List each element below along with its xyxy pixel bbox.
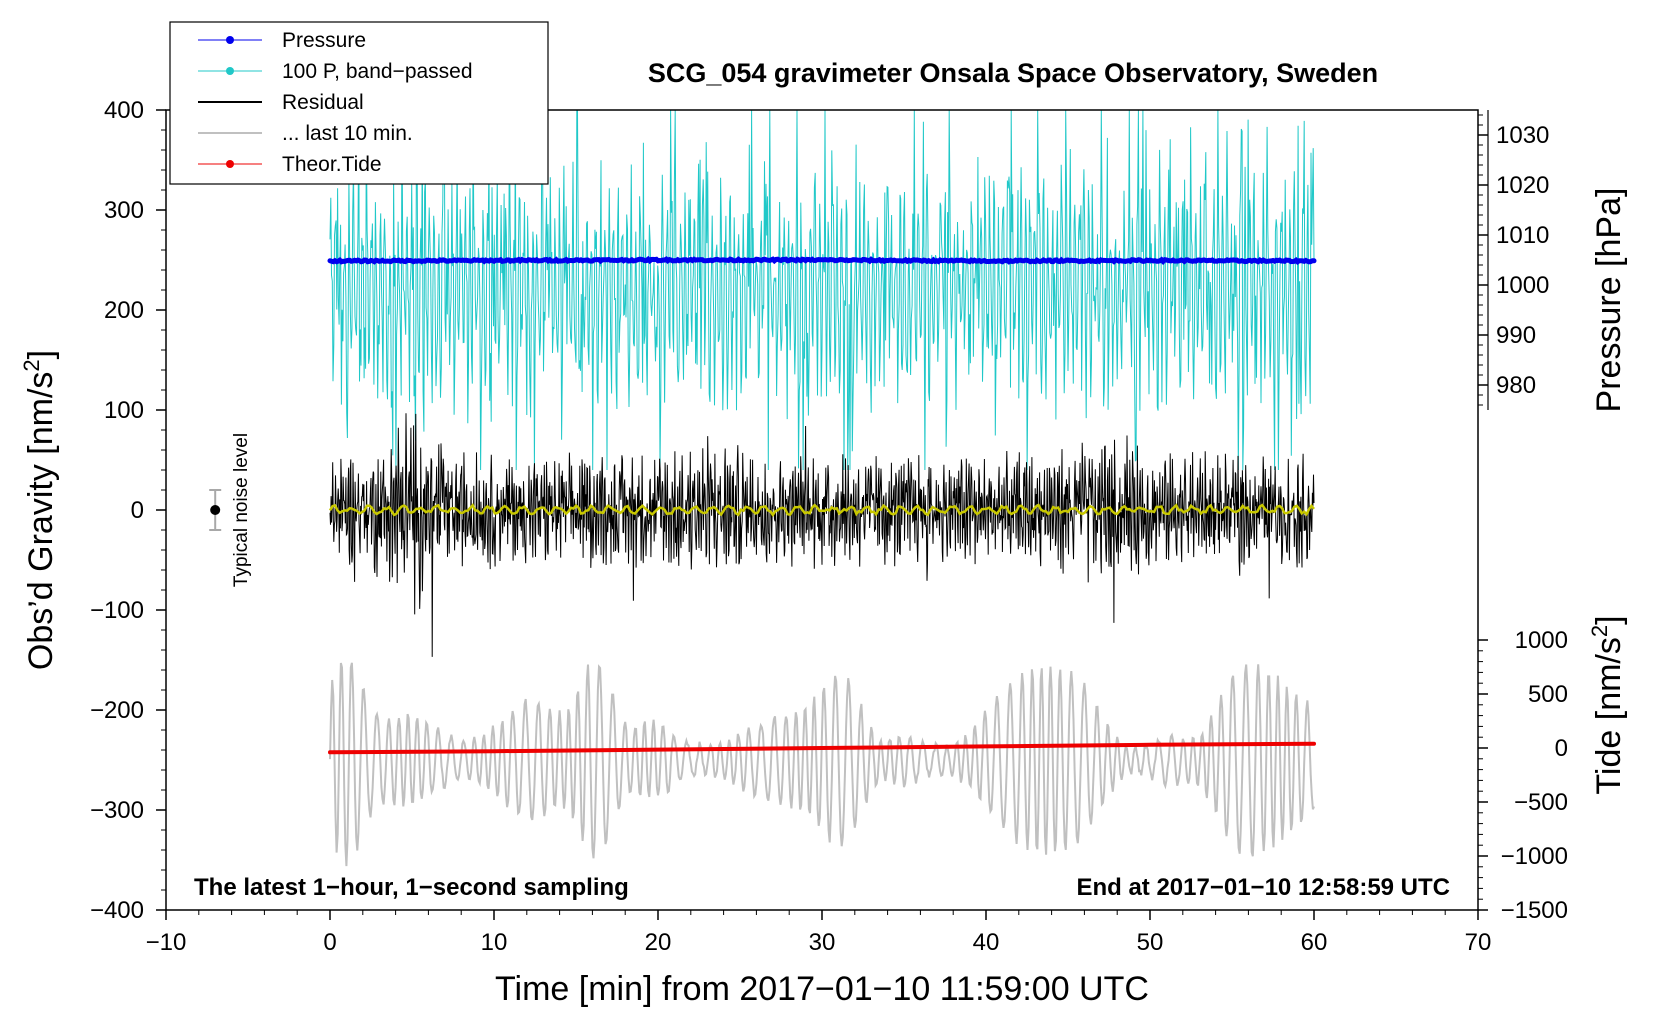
x-axis-title: Time [min] from 2017−01−10 11:59:00 UTC xyxy=(495,970,1149,1008)
tide-tick-label: −1500 xyxy=(1501,897,1568,924)
x-tick-label: 40 xyxy=(973,929,1000,956)
legend-label: Pressure xyxy=(282,29,366,52)
y-left-tick-label: −300 xyxy=(90,797,144,824)
x-tick-label: 20 xyxy=(645,929,672,956)
y-left-tick-label: −200 xyxy=(90,697,144,724)
y-tide-title-sup: 2 xyxy=(1587,625,1612,637)
y-left-title-main: Obs’d Gravity [nm/s xyxy=(22,372,60,671)
y-left-title-end: ] xyxy=(22,350,60,359)
legend-label: 100 P, band−passed xyxy=(282,60,473,83)
x-tick-label: 60 xyxy=(1301,929,1328,956)
pressure-tick-label: 990 xyxy=(1496,322,1536,349)
x-tick-label: 30 xyxy=(809,929,836,956)
annotation-sampling: The latest 1−hour, 1−second sampling xyxy=(194,874,629,901)
noise-center-dot xyxy=(210,505,221,515)
series-residual-line xyxy=(329,413,1315,657)
y-axis-title-left: Obs’d Gravity [nm/s2] xyxy=(19,350,60,670)
y-axis-title-pressure: Pressure [hPa] xyxy=(1590,188,1628,413)
x-tick-label: 50 xyxy=(1137,929,1164,956)
y-left-tick-label: 300 xyxy=(104,197,144,224)
tide-tick-label: 500 xyxy=(1528,681,1568,708)
series-layer xyxy=(327,109,1317,867)
legend-swatch-marker xyxy=(226,67,234,75)
annotation-end-time: End at 2017−01−10 12:58:59 UTC xyxy=(1076,874,1450,901)
tide-tick-label: 1000 xyxy=(1515,627,1568,654)
pressure-tick-label: 1020 xyxy=(1496,172,1549,199)
ticks-layer: −10 0 10 20 30 40 50 60 704003002001000−100−200−… xyxy=(90,97,1568,956)
x-tick-label: −10 xyxy=(146,929,187,956)
series-theoretical-tide-line xyxy=(328,741,1316,755)
legend-swatch-marker xyxy=(226,160,234,168)
y-tide-title-end: ] xyxy=(1590,615,1628,624)
pressure-tick-label: 1010 xyxy=(1496,222,1549,249)
x-tick-label: 10 xyxy=(481,929,508,956)
noise-label: Typical noise level xyxy=(231,433,252,587)
tide-tick-label: −1000 xyxy=(1501,843,1568,870)
pressure-tick-label: 1000 xyxy=(1496,272,1549,299)
tide-tick-label: 0 xyxy=(1555,735,1568,762)
legend-swatch-marker xyxy=(226,36,234,44)
series-pressure-line xyxy=(327,255,1317,266)
y-left-title-sup: 2 xyxy=(19,359,44,371)
pressure-tick-label: 1030 xyxy=(1496,122,1549,149)
pressure-tick-label: 980 xyxy=(1496,372,1536,399)
chart-title: SCG_054 gravimeter Onsala Space Observat… xyxy=(648,58,1378,88)
y-left-tick-label: 400 xyxy=(104,97,144,124)
legend-label: Residual xyxy=(282,91,364,114)
legend-label: Theor.Tide xyxy=(282,153,382,176)
y-left-tick-label: −100 xyxy=(90,597,144,624)
y-axis-title-tide: Tide [nm/s2] xyxy=(1587,615,1628,794)
series-bandpassed-pressure-line xyxy=(329,109,1315,471)
y-left-tick-label: 0 xyxy=(131,497,144,524)
series-last-10-min-line xyxy=(329,662,1315,867)
series-residual-smoothed-line xyxy=(328,502,1315,518)
y-left-tick-label: 200 xyxy=(104,297,144,324)
legend: Pressure 100 P, band−passed Residual ... la… xyxy=(169,21,549,185)
x-tick-label: 70 xyxy=(1465,929,1492,956)
legend-label: ... last 10 min. xyxy=(282,122,413,145)
tide-tick-label: −500 xyxy=(1514,789,1568,816)
y-left-tick-label: 100 xyxy=(104,397,144,424)
y-left-tick-label: −400 xyxy=(90,897,144,924)
x-tick-label: 0 xyxy=(323,929,336,956)
y-tide-title-main: Tide [nm/s xyxy=(1590,637,1628,794)
noise-indicator xyxy=(209,489,222,531)
